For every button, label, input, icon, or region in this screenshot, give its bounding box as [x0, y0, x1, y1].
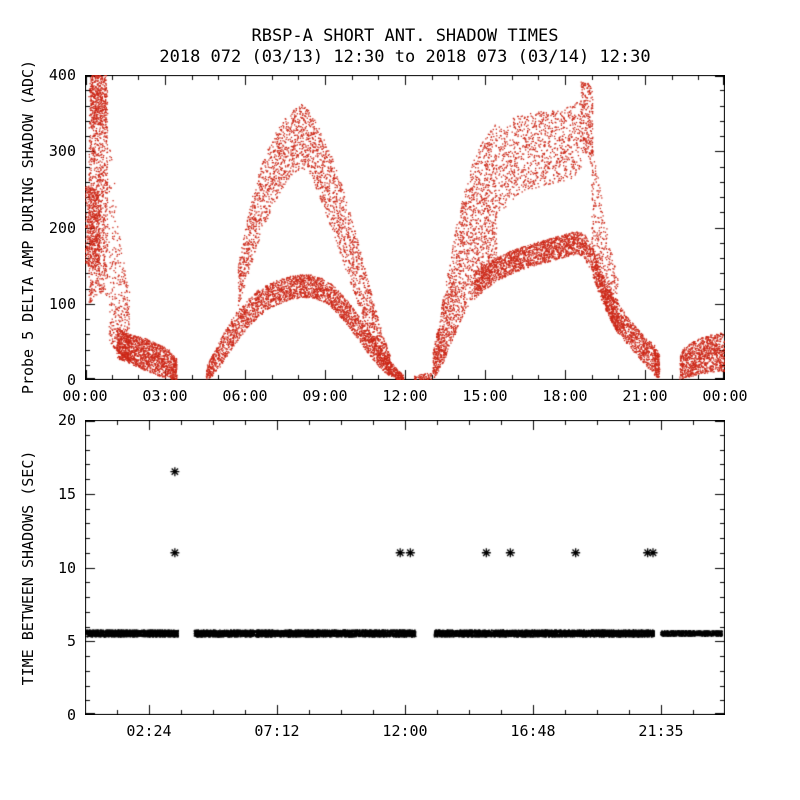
- x-tick-label: 06:00: [222, 387, 268, 405]
- x-tick-label: 09:00: [302, 387, 348, 405]
- y-tick-label: 20: [57, 411, 76, 429]
- x-tick-label: 16:48: [510, 722, 556, 740]
- x-tick-label: 00:00: [62, 387, 108, 405]
- x-tick-label: 21:00: [622, 387, 668, 405]
- x-tick-label: 07:12: [254, 722, 300, 740]
- bottom-scatter-plot-canvas: [85, 420, 725, 715]
- y-tick-label: 5: [66, 632, 76, 651]
- x-tick-label: 21:35: [638, 722, 684, 740]
- x-tick-label: 00:00: [702, 387, 748, 405]
- y-tick-label: 0: [66, 706, 76, 724]
- x-tick-label: 02:24: [126, 722, 172, 740]
- y-tick-label: 400: [48, 66, 76, 84]
- x-tick-label: 12:00: [382, 387, 428, 405]
- top-scatter-plot-canvas: [85, 75, 725, 380]
- y-tick-label: 0: [66, 371, 76, 389]
- chart-subtitle: 2018 072 (03/13) 12:30 to 2018 073 (03/1…: [159, 47, 651, 67]
- y-tick-label: 300: [48, 142, 76, 161]
- y-tick-label: 200: [48, 218, 76, 237]
- y-tick-label: 15: [57, 484, 76, 503]
- x-tick-label: 12:00: [382, 722, 428, 740]
- chart-title: RBSP-A SHORT ANT. SHADOW TIMES: [251, 26, 559, 46]
- x-tick-label: 18:00: [542, 387, 588, 405]
- x-tick-label: 15:00: [462, 387, 508, 405]
- y-tick-label: 100: [48, 294, 76, 313]
- x-tick-label: 03:00: [142, 387, 188, 405]
- y-tick-label: 10: [57, 558, 76, 577]
